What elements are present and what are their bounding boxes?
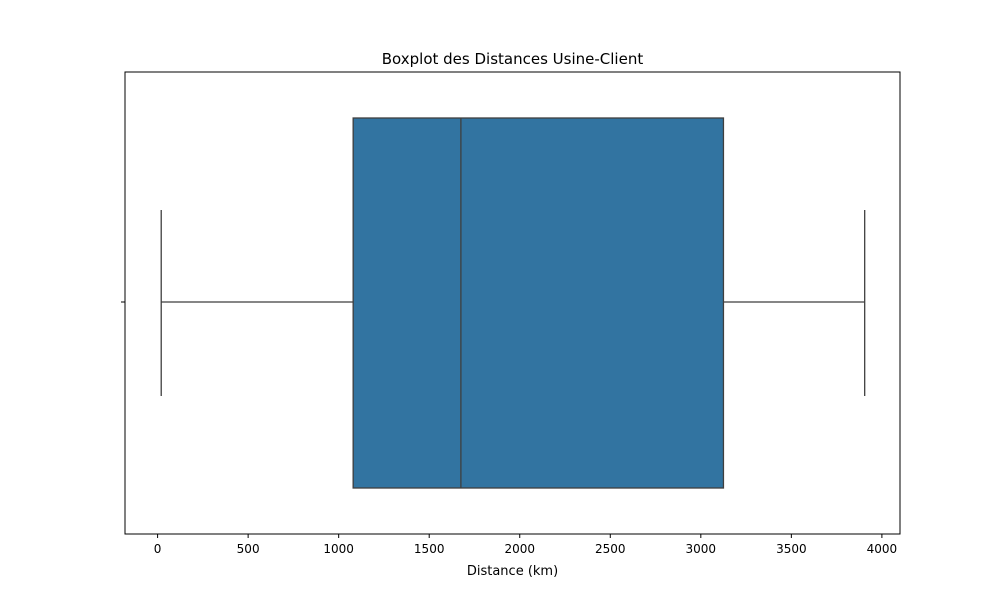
x-tick-label: 1000 bbox=[323, 542, 354, 556]
x-tick-label: 500 bbox=[237, 542, 260, 556]
x-axis-label: Distance (km) bbox=[467, 564, 558, 579]
x-tick-label: 3500 bbox=[776, 542, 807, 556]
iqr-box bbox=[352, 117, 725, 489]
chart-title: Boxplot des Distances Usine-Client bbox=[382, 50, 644, 68]
x-tick-label: 4000 bbox=[867, 542, 898, 556]
plot-area bbox=[160, 117, 866, 489]
x-tick-label: 0 bbox=[154, 542, 162, 556]
axes-frame bbox=[124, 71, 901, 535]
x-tick-label: 3000 bbox=[686, 542, 717, 556]
x-axis-ticks: 0 500 1000 1500 2000 2500 3000 3500 4000 bbox=[154, 534, 897, 556]
x-tick-label: 1500 bbox=[414, 542, 445, 556]
x-tick-label: 2500 bbox=[595, 542, 626, 556]
x-tick-label: 2000 bbox=[504, 542, 535, 556]
